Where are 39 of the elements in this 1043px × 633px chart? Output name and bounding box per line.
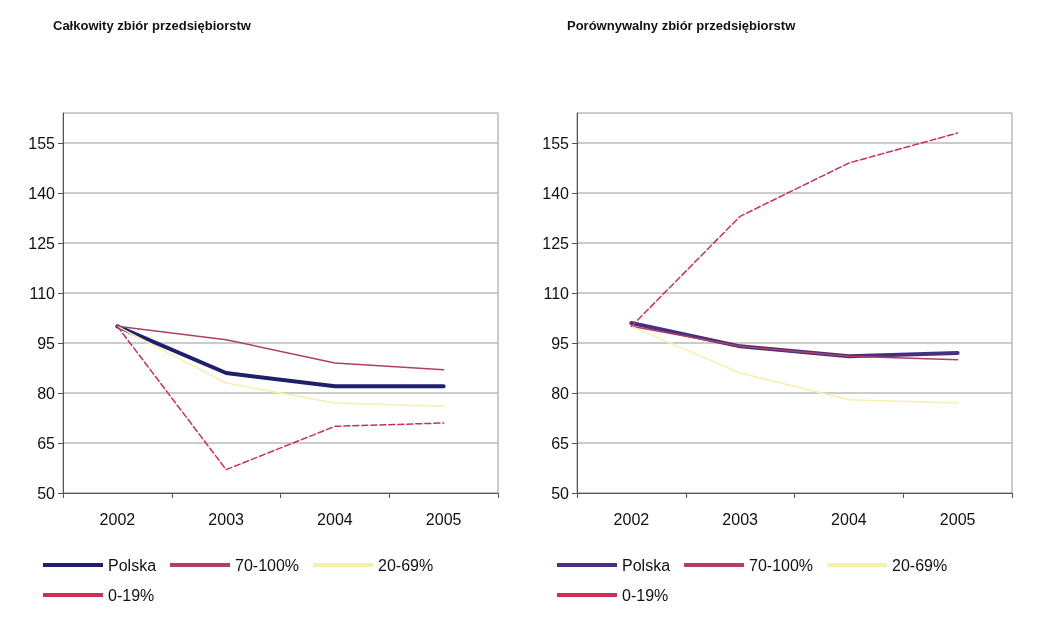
y-tick-label: 110 — [29, 284, 56, 302]
legend-label: Polska — [622, 556, 671, 574]
x-tick-label: 2003 — [722, 510, 759, 528]
y-tick-label: 80 — [551, 384, 570, 402]
chart-title: Całkowity zbiór przedsiębiorstw — [53, 18, 252, 33]
x-tick-label: 2005 — [939, 510, 976, 528]
x-tick-label: 2002 — [613, 510, 650, 528]
y-tick-label: 50 — [551, 484, 570, 502]
y-tick-label: 110 — [543, 284, 570, 302]
y-tick-label: 140 — [28, 184, 56, 202]
line-series — [116, 325, 445, 471]
legend-label: Polska — [108, 556, 157, 574]
legend-label: 20-69% — [892, 556, 948, 574]
y-tick-label: 95 — [551, 334, 570, 352]
y-tick-label: 140 — [542, 184, 570, 202]
y-tick-label: 125 — [542, 234, 570, 252]
line-series — [116, 325, 445, 408]
x-tick-label: 2004 — [831, 510, 867, 528]
x-tick-label: 2004 — [317, 510, 353, 528]
y-tick-label: 65 — [551, 434, 570, 452]
legend-label: 0-19% — [108, 586, 155, 604]
y-tick-label: 80 — [37, 384, 56, 402]
y-tick-label: 65 — [37, 434, 56, 452]
y-tick-label: 50 — [37, 484, 56, 502]
chart-title: Porównywalny zbiór przedsiębiorstw — [567, 18, 797, 33]
legend-label: 70-100% — [749, 556, 814, 574]
x-tick-label: 2002 — [99, 510, 136, 528]
line-series — [630, 132, 959, 328]
y-tick-label: 125 — [28, 234, 56, 252]
legend-label: 0-19% — [622, 586, 669, 604]
legend-label: 70-100% — [235, 556, 300, 574]
y-tick-label: 155 — [542, 134, 570, 152]
x-tick-label: 2005 — [425, 510, 462, 528]
line-series — [630, 325, 959, 404]
y-tick-label: 95 — [37, 334, 56, 352]
x-tick-label: 2003 — [208, 510, 245, 528]
legend-label: 20-69% — [378, 556, 434, 574]
y-tick-label: 155 — [28, 134, 56, 152]
line-series — [116, 325, 445, 371]
